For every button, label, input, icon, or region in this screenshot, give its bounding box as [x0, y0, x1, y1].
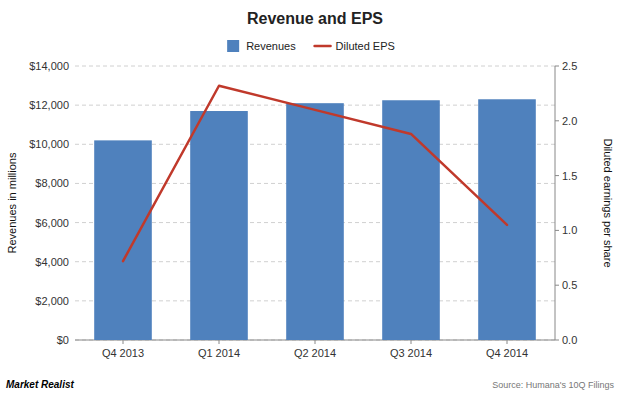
legend-swatch — [227, 40, 239, 52]
bar — [382, 100, 440, 340]
y-tick-label: $14,000 — [29, 60, 69, 72]
bar — [286, 103, 344, 340]
y2-tick — [555, 120, 559, 121]
y2-tick — [555, 66, 559, 67]
legend: Revenues Diluted EPS — [227, 40, 395, 52]
marks — [94, 86, 536, 340]
watermark: Market Realist — [6, 379, 74, 390]
x-tick — [411, 340, 412, 344]
legend-label: Revenues — [246, 40, 296, 52]
y2-tick — [555, 340, 559, 341]
y2-tick-label: 1.0 — [562, 224, 577, 236]
x-tick-label: Q4 2014 — [486, 347, 528, 359]
y2-tick — [555, 175, 559, 176]
y2-tick — [555, 230, 559, 231]
x-tick — [123, 340, 124, 344]
y2-tick-label: 2.0 — [562, 115, 577, 127]
line — [123, 86, 507, 261]
y2-axis-line — [555, 66, 556, 340]
chart-container: Revenue and EPS $0 $2,000 $4,000 $6,000 $8,00… — [0, 0, 620, 394]
grid-line — [75, 66, 555, 67]
bar — [478, 99, 536, 340]
y2-tick-label: 1.5 — [562, 170, 577, 182]
y-axis-title: Revenues in millions — [6, 152, 18, 253]
y-tick-label: $0 — [57, 334, 69, 346]
x-tick-label: Q2 2014 — [294, 347, 336, 359]
legend-label: Diluted EPS — [336, 40, 395, 52]
y-tick-label: $10,000 — [29, 138, 69, 150]
x-tick — [507, 340, 508, 344]
y2-tick — [555, 285, 559, 286]
y-tick-label: $12,000 — [29, 99, 69, 111]
axes: $0 $2,000 $4,000 $6,000 $8,000 $10,000 $12,000… — [29, 60, 577, 359]
legend-swatch — [315, 45, 331, 48]
x-tick-label: Q1 2014 — [198, 347, 240, 359]
bar — [190, 111, 248, 340]
background — [0, 0, 620, 394]
y2-tick-label: 0.0 — [562, 334, 577, 346]
y2-axis-title: Diluted earnings per share — [602, 138, 614, 267]
x-tick — [315, 340, 316, 344]
y2-tick-label: 0.5 — [562, 279, 577, 291]
y-tick-label: $2,000 — [35, 295, 69, 307]
x-tick-label: Q4 2013 — [102, 347, 144, 359]
bar — [94, 140, 152, 340]
title: Revenue and EPS — [247, 10, 383, 27]
x-tick-label: Q3 2014 — [390, 347, 432, 359]
y-tick-label: $4,000 — [35, 256, 69, 268]
y-tick-label: $6,000 — [35, 217, 69, 229]
x-tick — [219, 340, 220, 344]
chart-svg: Revenue and EPS $0 $2,000 $4,000 $6,000 $8,00… — [0, 0, 620, 394]
source-note: Source: Humana's 10Q Filings — [492, 380, 614, 390]
y2-tick-label: 2.5 — [562, 60, 577, 72]
y-tick-label: $8,000 — [35, 177, 69, 189]
